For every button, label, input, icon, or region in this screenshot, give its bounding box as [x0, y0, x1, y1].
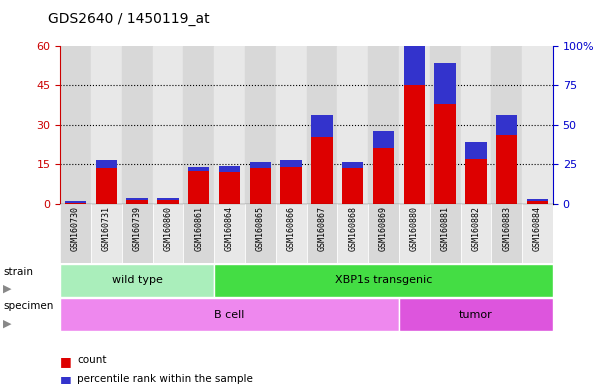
Bar	[60, 264, 214, 297]
Bar	[307, 46, 337, 204]
Bar	[403, 86, 425, 204]
Bar	[373, 131, 394, 149]
Text: GSM160868: GSM160868	[348, 207, 357, 252]
Bar	[522, 204, 553, 263]
Bar	[368, 204, 399, 263]
Bar	[126, 200, 148, 204]
Text: GSM160865: GSM160865	[256, 207, 265, 252]
Bar	[183, 46, 214, 204]
Bar	[373, 149, 394, 204]
Bar	[245, 204, 276, 263]
Bar	[153, 46, 183, 204]
Bar	[219, 166, 240, 172]
Bar	[492, 46, 522, 204]
Text: XBP1s transgenic: XBP1s transgenic	[335, 275, 432, 285]
Bar	[214, 204, 245, 263]
Bar	[60, 204, 91, 263]
Text: ■: ■	[60, 374, 72, 384]
Bar	[249, 168, 271, 204]
Bar	[337, 46, 368, 204]
Bar	[526, 199, 548, 201]
Text: GSM160731: GSM160731	[102, 207, 111, 252]
Text: GSM160884: GSM160884	[533, 207, 542, 252]
Text: ▶: ▶	[3, 318, 11, 329]
Text: GSM160880: GSM160880	[410, 207, 419, 252]
Bar	[430, 204, 460, 263]
Bar	[214, 46, 245, 204]
Bar	[121, 204, 153, 263]
Bar	[465, 159, 487, 204]
Text: ■: ■	[60, 355, 72, 368]
Bar	[435, 63, 456, 104]
Bar	[435, 104, 456, 204]
Bar	[65, 203, 87, 204]
Bar	[399, 204, 430, 263]
Text: GDS2640 / 1450119_at: GDS2640 / 1450119_at	[48, 12, 210, 25]
Bar	[403, 46, 425, 86]
Bar	[492, 204, 522, 263]
Text: GSM160881: GSM160881	[441, 207, 450, 252]
Bar	[276, 46, 307, 204]
Bar	[342, 162, 364, 168]
Bar	[430, 46, 460, 204]
Bar	[126, 198, 148, 200]
Bar	[65, 201, 87, 203]
Bar	[157, 200, 178, 204]
Bar	[368, 46, 399, 204]
Bar	[153, 204, 183, 263]
Bar	[342, 168, 364, 204]
Bar	[460, 204, 492, 263]
Bar	[280, 167, 302, 204]
Bar	[183, 204, 214, 263]
Text: strain: strain	[3, 266, 33, 277]
Bar	[91, 204, 122, 263]
Text: GSM160864: GSM160864	[225, 207, 234, 252]
Text: percentile rank within the sample: percentile rank within the sample	[77, 374, 253, 384]
Bar	[249, 162, 271, 168]
Text: GSM160869: GSM160869	[379, 207, 388, 252]
Text: B cell: B cell	[215, 310, 245, 320]
Bar	[399, 298, 553, 331]
Bar	[96, 160, 117, 168]
Bar	[337, 204, 368, 263]
Bar	[188, 171, 210, 204]
Bar	[526, 201, 548, 204]
Bar	[214, 264, 553, 297]
Bar	[91, 46, 122, 204]
Text: GSM160882: GSM160882	[471, 207, 480, 252]
Text: specimen: specimen	[3, 301, 53, 311]
Bar	[311, 137, 333, 204]
Text: GSM160866: GSM160866	[287, 207, 296, 252]
Text: ▶: ▶	[3, 284, 11, 294]
Bar	[60, 46, 91, 204]
Bar	[219, 172, 240, 204]
Text: GSM160860: GSM160860	[163, 207, 172, 252]
Bar	[522, 46, 553, 204]
Text: GSM160867: GSM160867	[317, 207, 326, 252]
Bar	[496, 115, 517, 135]
Bar	[460, 46, 492, 204]
Bar	[121, 46, 153, 204]
Text: tumor: tumor	[459, 310, 493, 320]
Bar	[157, 198, 178, 200]
Text: GSM160861: GSM160861	[194, 207, 203, 252]
Text: wild type: wild type	[112, 275, 162, 285]
Bar	[496, 135, 517, 204]
Bar	[399, 46, 430, 204]
Bar	[280, 161, 302, 167]
Bar	[60, 298, 399, 331]
Bar	[96, 168, 117, 204]
Bar	[276, 204, 307, 263]
Bar	[245, 46, 276, 204]
Bar	[188, 167, 210, 171]
Text: GSM160739: GSM160739	[133, 207, 142, 252]
Bar	[465, 142, 487, 159]
Text: count: count	[77, 355, 106, 365]
Bar	[311, 114, 333, 137]
Bar	[307, 204, 337, 263]
Text: GSM160730: GSM160730	[71, 207, 80, 252]
Text: GSM160883: GSM160883	[502, 207, 511, 252]
